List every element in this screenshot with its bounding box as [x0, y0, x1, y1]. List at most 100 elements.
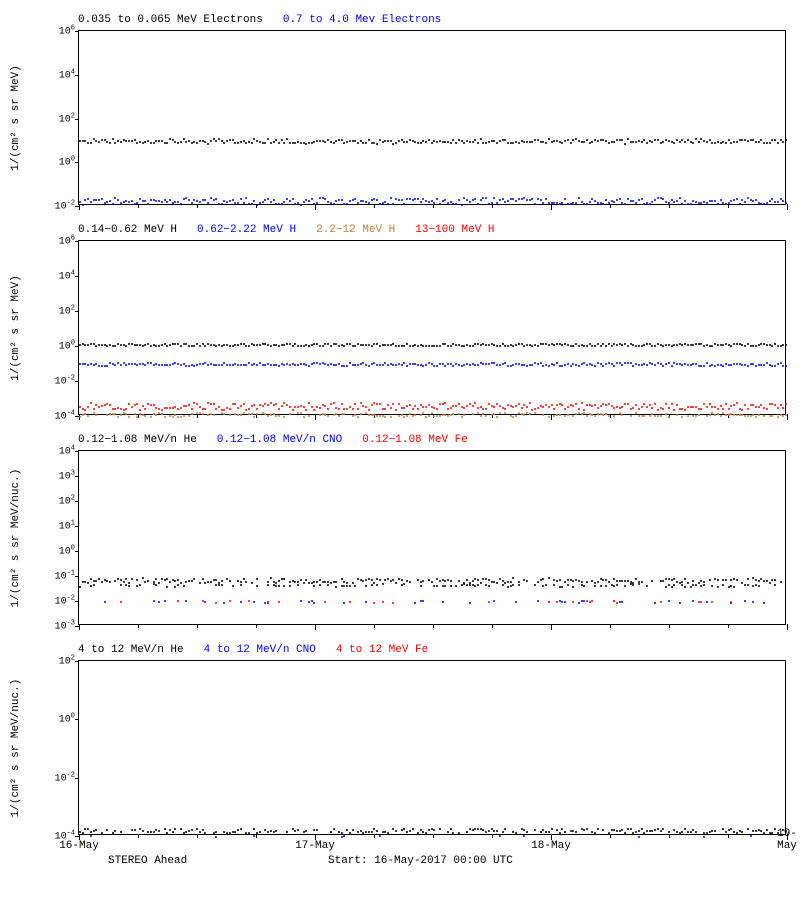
- data-point: [311, 142, 313, 144]
- data-point: [477, 407, 479, 409]
- data-point: [654, 345, 656, 347]
- data-point: [278, 365, 280, 367]
- data-point: [292, 345, 294, 347]
- data-point: [379, 139, 381, 141]
- data-point: [774, 139, 776, 141]
- data-point: [766, 344, 768, 346]
- data-point: [360, 344, 362, 346]
- data-point: [311, 198, 313, 200]
- data-point: [158, 830, 160, 832]
- data-point: [523, 414, 525, 416]
- data-point: [412, 408, 414, 410]
- data-point: [237, 580, 239, 582]
- data-point: [638, 836, 640, 838]
- data-point: [349, 362, 351, 364]
- data-point: [496, 830, 498, 832]
- data-point: [104, 139, 106, 141]
- data-point: [292, 580, 294, 582]
- data-point: [559, 414, 561, 416]
- data-point: [488, 579, 490, 581]
- data-point: [621, 139, 623, 141]
- data-point: [333, 142, 335, 144]
- data-point: [153, 404, 155, 406]
- data-point: [586, 828, 588, 830]
- data-point: [120, 408, 122, 410]
- data-point: [662, 580, 664, 582]
- data-point: [752, 404, 754, 406]
- y-tick-mark: [75, 162, 79, 163]
- data-point: [365, 601, 367, 603]
- data-point: [134, 344, 136, 346]
- data-point: [461, 406, 463, 408]
- data-point: [221, 140, 223, 142]
- data-point: [760, 364, 762, 366]
- data-point: [608, 343, 610, 345]
- data-point: [553, 579, 555, 581]
- data-point: [581, 828, 583, 830]
- data-point: [668, 831, 670, 833]
- data-point: [248, 203, 250, 205]
- data-point: [531, 198, 533, 200]
- data-point: [600, 139, 602, 141]
- data-point: [207, 402, 209, 404]
- data-point: [202, 829, 204, 831]
- data-point: [106, 345, 108, 347]
- y-tick-mark: [75, 476, 79, 477]
- data-point: [144, 141, 146, 143]
- data-point: [232, 585, 234, 587]
- data-point: [632, 365, 634, 367]
- data-point: [717, 344, 719, 346]
- data-point: [324, 601, 326, 603]
- data-point: [780, 345, 782, 347]
- data-point: [322, 581, 324, 583]
- data-point: [253, 138, 255, 140]
- data-point: [409, 830, 411, 832]
- data-point: [218, 138, 220, 140]
- data-point: [142, 405, 144, 407]
- data-point: [172, 831, 174, 833]
- data-point: [744, 404, 746, 406]
- data-point: [692, 344, 694, 346]
- data-point: [341, 403, 343, 405]
- data-point: [739, 343, 741, 345]
- data-point: [398, 199, 400, 201]
- data-point: [444, 580, 446, 582]
- data-point: [316, 406, 318, 408]
- data-point: [346, 408, 348, 410]
- data-point: [270, 201, 272, 203]
- data-point: [95, 363, 97, 365]
- data-point: [750, 835, 752, 837]
- data-point: [384, 408, 386, 410]
- data-point: [452, 139, 454, 141]
- data-point: [616, 139, 618, 141]
- data-point: [134, 413, 136, 415]
- data-point: [150, 416, 152, 418]
- data-point: [534, 362, 536, 364]
- data-point: [510, 581, 512, 583]
- data-point: [420, 344, 422, 346]
- data-point: [635, 404, 637, 406]
- data-point: [632, 832, 634, 834]
- data-point: [221, 580, 223, 582]
- data-point: [193, 141, 195, 143]
- data-point: [79, 416, 81, 418]
- data-point: [687, 203, 689, 205]
- y-tick-label: 100: [39, 713, 75, 726]
- data-point: [594, 365, 596, 367]
- data-point: [98, 406, 100, 408]
- data-point: [439, 203, 441, 205]
- data-point: [202, 600, 204, 602]
- data-point: [668, 344, 670, 346]
- data-point: [245, 581, 247, 583]
- data-point: [278, 415, 280, 417]
- data-point: [229, 200, 231, 202]
- data-point: [425, 416, 427, 418]
- data-point: [703, 365, 705, 367]
- y-tick-mark: [75, 119, 79, 120]
- data-point: [676, 414, 678, 416]
- data-point: [346, 203, 348, 205]
- data-point: [172, 363, 174, 365]
- data-point: [172, 407, 174, 409]
- data-point: [638, 140, 640, 142]
- data-point: [412, 345, 414, 347]
